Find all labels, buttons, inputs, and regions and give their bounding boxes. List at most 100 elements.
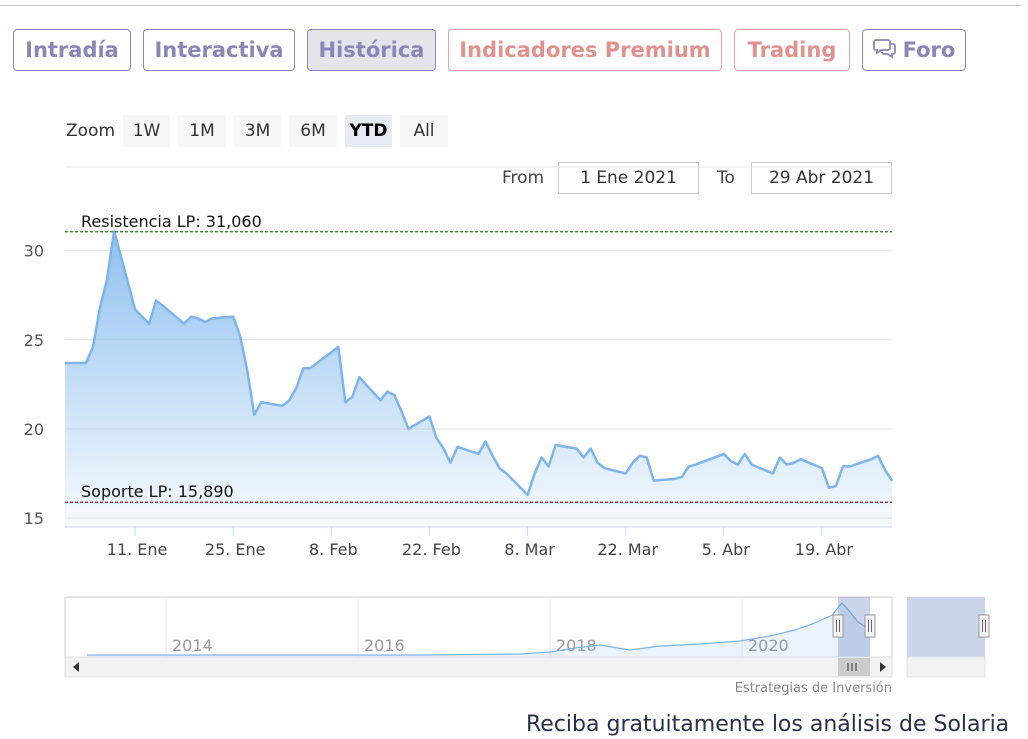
price-point — [330, 351, 332, 353]
price-point — [583, 456, 585, 459]
price-point — [337, 346, 339, 348]
navigator-frame — [64, 596, 893, 658]
chart-credit[interactable]: Estrategias de Inversión — [734, 681, 892, 696]
price-point — [527, 494, 529, 496]
navigator-overflow-track — [906, 656, 986, 678]
price-point — [281, 405, 283, 407]
zoom-6m-button[interactable]: 6M — [289, 115, 337, 147]
y-tick-label: 20 — [24, 420, 44, 439]
price-point — [386, 390, 388, 393]
x-tick-label: 25. Ene — [205, 540, 266, 559]
navigator-right-handle — [864, 614, 876, 638]
price-point — [232, 316, 234, 318]
price-point — [674, 478, 676, 480]
from-date-input[interactable]: 1 Ene 2021 — [558, 162, 699, 194]
x-tick-label: 5. Abr — [702, 540, 750, 559]
price-point — [737, 464, 739, 466]
tab-trading[interactable]: Trading — [734, 29, 850, 71]
price-point — [211, 317, 213, 319]
price-point — [99, 307, 101, 309]
x-tick-label: 19. Abr — [795, 540, 854, 559]
price-point — [870, 458, 872, 460]
price-point — [639, 455, 641, 457]
price-line — [65, 229, 894, 497]
scroll-left-icon — [73, 662, 79, 672]
tab-interactiva[interactable]: Interactiva — [143, 29, 295, 71]
zoom-ytd-button[interactable]: YTD — [345, 115, 392, 147]
tab-foro[interactable]: Foro — [862, 29, 966, 71]
price-point — [106, 278, 108, 280]
price-point — [688, 465, 690, 467]
price-point — [597, 462, 599, 464]
price-point — [891, 480, 893, 482]
price-area — [65, 231, 892, 527]
price-point — [695, 464, 697, 466]
price-point — [302, 367, 304, 369]
navigator-year-label: 2018 — [556, 636, 597, 655]
scrollbar-thumb — [838, 658, 870, 676]
price-point — [723, 453, 725, 455]
top-divider — [0, 5, 1022, 6]
scrollbar-track — [64, 656, 893, 678]
price-point — [295, 387, 297, 389]
x-tick-label: 22. Feb — [402, 540, 461, 559]
price-point — [358, 376, 360, 378]
price-point — [288, 399, 290, 401]
price-point — [779, 456, 781, 459]
price-point — [379, 399, 381, 401]
price-point — [541, 456, 543, 459]
price-point — [498, 467, 501, 469]
navigator-year-label: 2020 — [748, 636, 789, 655]
tab-foro-label: Foro — [902, 38, 956, 62]
zoom-1m-button[interactable]: 1M — [178, 115, 226, 147]
promo-text[interactable]: Reciba gratuitamente los análisis de Sol… — [526, 712, 1010, 737]
price-point — [800, 458, 802, 460]
navigator-left-handle — [832, 614, 844, 638]
navigator-selection — [838, 597, 870, 657]
price-point — [113, 230, 115, 232]
price-point — [491, 455, 494, 457]
price-point — [456, 446, 459, 448]
price-point — [653, 480, 655, 482]
price-point — [246, 369, 248, 371]
navigator-year-label: 2014 — [172, 636, 213, 655]
tab-historica[interactable]: Histórica — [307, 29, 436, 71]
to-date-input[interactable]: 29 Abr 2021 — [751, 162, 892, 194]
price-point — [449, 462, 452, 464]
price-point — [835, 485, 837, 487]
zoom-3m-button[interactable]: 3M — [234, 115, 281, 147]
tab-intradia[interactable]: Intradía — [13, 29, 131, 71]
price-point — [477, 453, 480, 455]
y-tick-label: 15 — [24, 509, 44, 528]
price-point — [155, 300, 157, 302]
price-point — [400, 410, 402, 412]
x-tick-label: 22. Mar — [597, 540, 658, 559]
price-point — [407, 428, 409, 430]
navigator-line — [87, 602, 871, 656]
price-point — [393, 394, 395, 396]
price-point — [141, 316, 143, 318]
zoom-1w-button[interactable]: 1W — [123, 115, 170, 147]
x-tick-label: 8. Mar — [504, 540, 555, 559]
price-point — [239, 335, 241, 337]
y-tick-label: 25 — [24, 331, 44, 350]
price-point — [260, 401, 262, 403]
price-point — [162, 305, 164, 307]
price-point — [884, 469, 886, 471]
price-point — [85, 362, 87, 364]
zoom-all-button[interactable]: All — [400, 115, 448, 147]
price-point — [351, 396, 353, 398]
price-point — [604, 467, 606, 469]
price-point — [134, 308, 136, 311]
navigator-overflow-panel — [907, 597, 985, 657]
price-point — [786, 464, 788, 466]
price-point — [849, 465, 851, 467]
price-point — [821, 467, 823, 469]
price-point — [344, 401, 346, 403]
price-point — [772, 472, 774, 475]
support-label: Soporte LP: 15,890 — [81, 482, 234, 501]
x-tick-label: 8. Feb — [309, 540, 358, 559]
tab-indicadores-premium[interactable]: Indicadores Premium — [448, 29, 722, 71]
price-point — [204, 321, 206, 323]
price-point — [744, 453, 746, 455]
